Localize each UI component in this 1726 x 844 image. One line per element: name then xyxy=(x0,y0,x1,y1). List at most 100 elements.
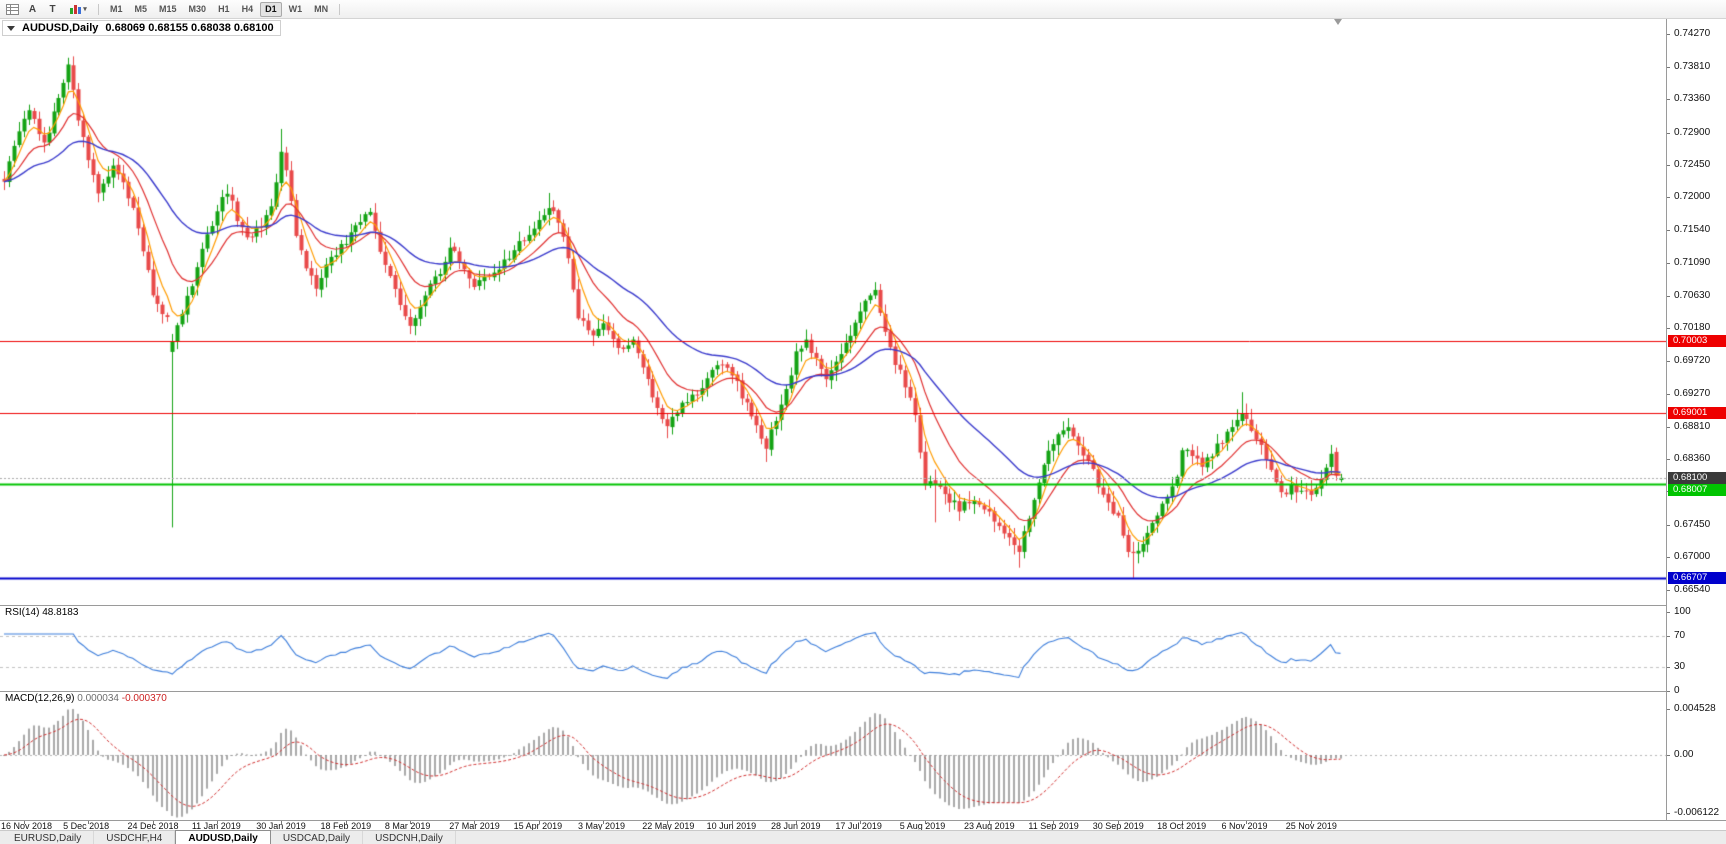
rsi-axis-tick: 0 xyxy=(1674,685,1680,696)
time-axis-label: 11 Sep 2019 xyxy=(1028,821,1079,831)
price-axis-tick: 0.69720 xyxy=(1674,355,1711,367)
indicator-bars-icon xyxy=(70,4,82,14)
macd-axis-tick: -0.006122 xyxy=(1674,807,1720,818)
price-axis-tick: 0.69270 xyxy=(1674,387,1711,399)
price-axis-tick: 0.66540 xyxy=(1674,583,1711,595)
time-axis-tick-mark xyxy=(860,821,861,824)
level-price-badge: 0.70003 xyxy=(1668,334,1726,347)
level-price-badge: 0.66707 xyxy=(1668,571,1726,584)
price-axis-tick: 0.70630 xyxy=(1674,289,1711,301)
axis-tick-mark xyxy=(1667,262,1670,264)
macd-name: MACD(12,26,9) xyxy=(5,693,75,704)
timeframe-button-m5[interactable]: M5 xyxy=(134,3,148,14)
timeframe-button-h1[interactable]: H1 xyxy=(218,3,230,14)
indicators-dropdown-icon[interactable]: ▾ xyxy=(63,1,93,18)
axis-tick-mark xyxy=(1667,813,1670,814)
price-axis-tick: 0.67450 xyxy=(1674,518,1711,530)
timeframe-button-w1[interactable]: W1 xyxy=(288,3,303,14)
panel-divider[interactable] xyxy=(0,605,1726,606)
panel-divider[interactable] xyxy=(0,691,1726,692)
main-chart-panel: AUDUSD,Daily 0.68069 0.68155 0.68038 0.6… xyxy=(0,18,1666,605)
time-axis-tick-mark xyxy=(88,821,89,824)
macd-canvas[interactable] xyxy=(0,691,1666,820)
chart-symbol-label: AUDUSD,Daily xyxy=(22,22,99,34)
time-axis-label: 17 Jul 2019 xyxy=(835,821,882,831)
level-price-badge: 0.69001 xyxy=(1668,406,1726,419)
axis-tick-mark xyxy=(1667,755,1670,756)
timeframe-button-h4[interactable]: H4 xyxy=(241,3,254,14)
time-axis[interactable]: 16 Nov 2018 5 Dec 2018 24 Dec 2018 11 Jan 2… xyxy=(0,821,1726,831)
time-axis-tick-mark xyxy=(667,821,668,824)
chart-ohlc-values: 0.68069 0.68155 0.68038 0.68100 xyxy=(105,22,274,34)
axis-tick-mark xyxy=(1667,635,1670,637)
time-axis-tick-mark xyxy=(1053,821,1054,824)
one-click-trading-arrow-icon[interactable] xyxy=(7,25,15,31)
price-axis-tick: 0.67000 xyxy=(1674,550,1711,562)
timeframe-button-m30[interactable]: M30 xyxy=(188,3,207,14)
time-axis-label: 3 May 2019 xyxy=(577,821,625,831)
chart-title: AUDUSD,Daily 0.68069 0.68155 0.68038 0.6… xyxy=(2,20,281,36)
time-axis-tick-mark xyxy=(24,821,25,824)
chart-tab-usdcad[interactable]: USDCAD,Daily xyxy=(271,831,364,844)
time-axis-label: 6 Nov 2019 xyxy=(1221,821,1268,831)
rsi-canvas[interactable] xyxy=(0,605,1666,691)
chart-shift-marker-icon[interactable] xyxy=(1334,19,1342,25)
time-axis-label: 10 Jun 2019 xyxy=(706,821,757,831)
current-price-badge: 0.68100 xyxy=(1668,471,1726,484)
time-axis-tick-mark xyxy=(1246,821,1247,824)
axis-tick-mark xyxy=(1667,691,1670,692)
macd-indicator-label: MACD(12,26,9) 0.000034 -0.000370 xyxy=(3,693,169,704)
rsi-current-value: 48.8183 xyxy=(42,607,79,618)
price-axis-tick: 0.73810 xyxy=(1674,61,1711,73)
axis-tick-mark xyxy=(1667,99,1670,101)
timeframe-button-m15[interactable]: M15 xyxy=(159,3,177,14)
timeframe-button-d1[interactable]: D1 xyxy=(260,1,282,17)
time-axis-label: 8 Mar 2019 xyxy=(384,821,431,831)
time-axis-tick-mark xyxy=(474,821,475,824)
price-axis-divider xyxy=(1666,18,1667,820)
time-axis-label: 15 Apr 2019 xyxy=(513,821,563,831)
chart-tab-usdchf[interactable]: USDCHF,H4 xyxy=(94,831,176,844)
axis-tick-mark xyxy=(1667,524,1670,526)
chart-tab-audusd[interactable]: AUDUSD,Daily xyxy=(175,830,271,844)
time-axis-label: 11 Jan 2019 xyxy=(191,821,241,831)
time-axis-label: 24 Dec 2018 xyxy=(127,821,179,831)
main-chart-canvas[interactable] xyxy=(0,18,1666,605)
time-axis-tick-mark xyxy=(989,821,990,824)
chart-grid-icon[interactable] xyxy=(3,1,22,18)
time-axis-tick-mark xyxy=(153,821,154,824)
text-tool-icon[interactable]: T xyxy=(43,1,62,18)
time-axis-label: 30 Sep 2019 xyxy=(1092,821,1144,831)
time-axis-tick-mark xyxy=(925,821,926,824)
cursor-tool-icon[interactable]: A xyxy=(23,1,42,18)
axis-tick-mark xyxy=(1667,612,1670,613)
time-axis-tick-mark xyxy=(217,821,218,824)
time-axis-label: 16 Nov 2018 xyxy=(1,821,53,831)
time-axis-label: 18 Feb 2019 xyxy=(320,821,372,831)
price-axis-tick: 0.72000 xyxy=(1674,191,1711,203)
timeframe-button-mn[interactable]: MN xyxy=(314,3,329,14)
toolbar-separator xyxy=(98,3,99,15)
time-axis-label: 22 May 2019 xyxy=(642,821,695,831)
axis-tick-mark xyxy=(1667,361,1670,363)
rsi-axis-tick: 70 xyxy=(1674,629,1686,641)
price-axis[interactable]: 0.74270 0.73810 0.73360 0.72900 0.72450 0.720… xyxy=(1667,18,1726,820)
price-axis-tick: 0.68360 xyxy=(1674,453,1711,465)
axis-tick-mark xyxy=(1667,67,1670,69)
axis-tick-mark xyxy=(1667,459,1670,461)
chart-tab-eurusd[interactable]: EURUSD,Daily xyxy=(2,831,95,844)
macd-indicator-panel: MACD(12,26,9) 0.000034 -0.000370 xyxy=(0,691,1666,820)
timeframe-button-m1[interactable]: M1 xyxy=(110,3,123,14)
price-axis-tick: 0.70180 xyxy=(1674,322,1711,334)
macd-main-value: 0.000034 xyxy=(77,693,119,704)
letter-a-glyph: A xyxy=(28,3,37,15)
axis-tick-mark xyxy=(1667,230,1670,232)
rsi-indicator-panel: RSI(14) 48.8183 xyxy=(0,605,1666,691)
caret-down-icon: ▾ xyxy=(83,6,87,13)
time-axis-tick-mark xyxy=(539,821,540,824)
timeframe-toolbar: M1 M5 M15 M30 H1 H4 D1 W1 MN xyxy=(104,1,334,17)
axis-tick-mark xyxy=(1667,328,1670,330)
macd-axis-tick: 0.004528 xyxy=(1674,703,1716,714)
chart-tab-usdcnh[interactable]: USDCNH,Daily xyxy=(363,831,456,844)
time-axis-divider xyxy=(0,820,1726,821)
